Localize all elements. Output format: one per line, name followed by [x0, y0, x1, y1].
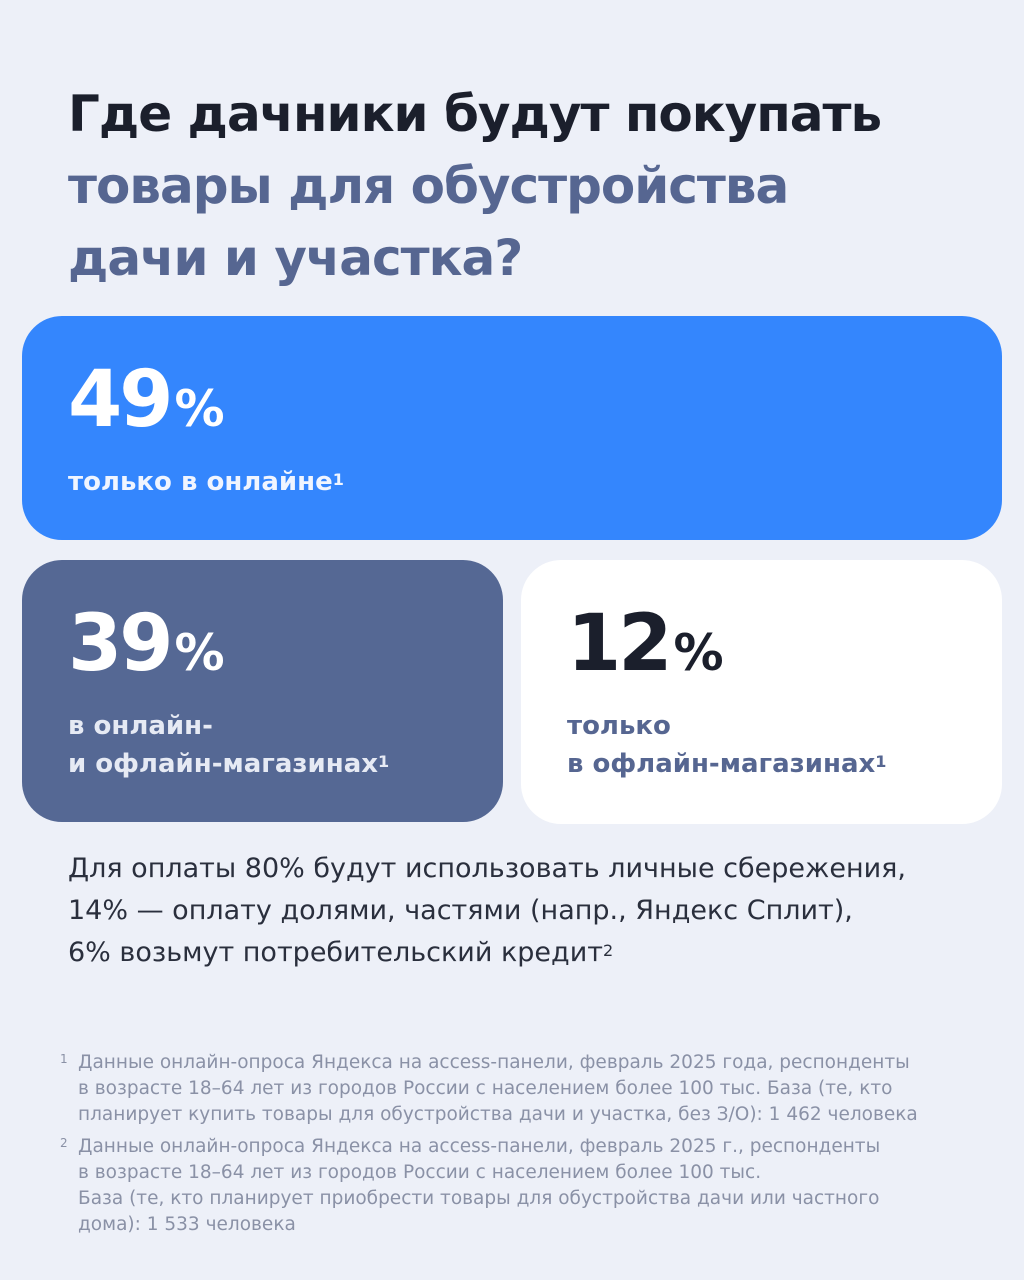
online-only-card: 49% только в онлайне1 — [22, 316, 1002, 540]
online-only-value: 49% — [68, 360, 956, 449]
headline-line-1: Где дачники будут покупать — [68, 85, 882, 143]
footnote-1-line: в возрасте 18–64 лет из городов России с… — [78, 1078, 893, 1099]
offline-only-percent: % — [673, 624, 724, 682]
online-offline-percent: % — [174, 624, 225, 682]
footnote-1-number: 1 — [60, 1052, 68, 1066]
online-offline-caption-line-2: и офлайн-магазинах — [68, 749, 379, 779]
footnote-1-line: планирует купить товары для обустройства… — [78, 1104, 918, 1125]
footnote-2-line: Данные онлайн-опроса Яндекса на access-п… — [78, 1136, 881, 1157]
online-only-percent: % — [174, 380, 225, 438]
online-offline-caption-line-1: в онлайн- — [68, 711, 213, 741]
online-only-number: 49 — [68, 355, 174, 445]
online-offline-number: 39 — [68, 599, 174, 689]
payment-text: Для оплаты 80% будут использовать личные… — [68, 848, 968, 974]
footnote-2-line: дома): 1 533 человека — [78, 1214, 296, 1235]
footnote-2: 2 Данные онлайн-опроса Яндекса на access… — [60, 1134, 980, 1238]
footnote-2-number: 2 — [60, 1136, 68, 1150]
payment-line-3: 6% возьмут потребительский кредит — [68, 937, 603, 968]
offline-only-caption-line-2: в офлайн-магазинах — [567, 749, 876, 779]
online-only-caption: только в онлайне1 — [68, 463, 956, 501]
payment-line-1: Для оплаты 80% будут использовать личные… — [68, 853, 906, 884]
footnote-ref-1: 1 — [875, 752, 887, 771]
footnote-1-line: Данные онлайн-опроса Яндекса на access-п… — [78, 1052, 910, 1073]
online-offline-card: 39% в онлайн- и офлайн-магазинах1 — [22, 560, 503, 822]
offline-only-number: 12 — [567, 599, 673, 689]
offline-only-caption-line-1: только — [567, 711, 671, 741]
offline-only-value: 12% — [567, 604, 956, 693]
footnotes: 1 Данные онлайн-опроса Яндекса на access… — [60, 1050, 980, 1244]
footnote-2-line: База (те, кто планирует приобрести товар… — [78, 1188, 880, 1209]
footnote-2-line: в возрасте 18–64 лет из городов России с… — [78, 1162, 762, 1183]
footnote-ref-1: 1 — [378, 752, 390, 771]
online-offline-value: 39% — [68, 604, 457, 693]
offline-only-caption: только в офлайн-магазинах1 — [567, 707, 956, 783]
headline: Где дачники будут покупать товары для об… — [68, 78, 968, 294]
footnote-ref-2: 2 — [602, 941, 614, 960]
payment-line-2: 14% — оплату долями, частями (напр., Янд… — [68, 895, 853, 926]
headline-line-3: дачи и участка? — [68, 229, 523, 287]
offline-only-card: 12% только в офлайн-магазинах1 — [521, 560, 1002, 824]
headline-line-2: товары для обустройства — [68, 157, 789, 215]
online-offline-caption: в онлайн- и офлайн-магазинах1 — [68, 707, 457, 783]
footnote-ref-1: 1 — [332, 470, 344, 489]
footnote-1: 1 Данные онлайн-опроса Яндекса на access… — [60, 1050, 980, 1128]
online-only-caption-text: только в онлайне — [68, 467, 333, 497]
